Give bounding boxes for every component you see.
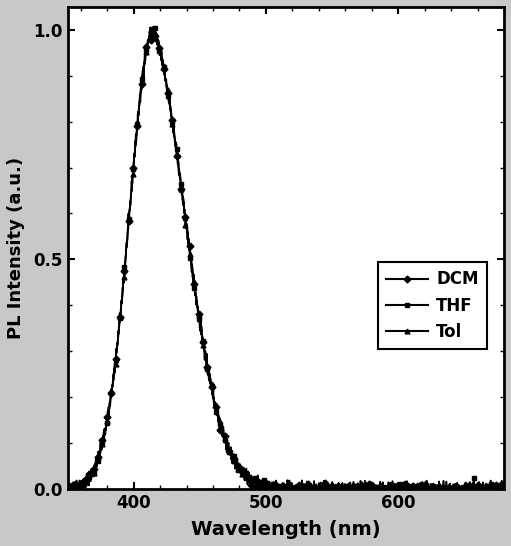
Tol bbox=[116, 325, 122, 332]
DCM bbox=[267, 483, 273, 489]
Tol bbox=[98, 444, 104, 451]
THF bbox=[117, 319, 123, 325]
Tol bbox=[313, 485, 319, 492]
DCM bbox=[250, 482, 257, 489]
DCM bbox=[67, 485, 73, 492]
Tol bbox=[267, 484, 273, 491]
THF bbox=[250, 482, 257, 488]
Line: THF: THF bbox=[65, 25, 506, 491]
Line: DCM: DCM bbox=[65, 25, 506, 491]
DCM bbox=[259, 478, 265, 485]
X-axis label: Wavelength (nm): Wavelength (nm) bbox=[191, 520, 381, 539]
THF bbox=[64, 483, 71, 489]
DCM bbox=[150, 24, 156, 31]
Tol bbox=[501, 485, 507, 492]
Tol bbox=[151, 23, 157, 30]
THF bbox=[149, 24, 155, 31]
Tol bbox=[64, 485, 71, 492]
THF bbox=[65, 485, 71, 492]
DCM bbox=[99, 447, 105, 453]
Tol bbox=[259, 482, 265, 489]
Line: Tol: Tol bbox=[65, 24, 506, 491]
THF bbox=[267, 483, 273, 489]
DCM bbox=[313, 485, 319, 492]
THF bbox=[501, 485, 507, 492]
DCM bbox=[117, 322, 123, 329]
DCM bbox=[501, 484, 507, 490]
THF bbox=[99, 445, 105, 452]
DCM bbox=[64, 483, 71, 490]
THF bbox=[259, 481, 265, 488]
THF bbox=[313, 485, 319, 491]
Legend: DCM, THF, Tol: DCM, THF, Tol bbox=[378, 262, 487, 349]
Y-axis label: PL Intensity (a.u.): PL Intensity (a.u.) bbox=[7, 157, 25, 339]
Tol bbox=[250, 477, 256, 484]
